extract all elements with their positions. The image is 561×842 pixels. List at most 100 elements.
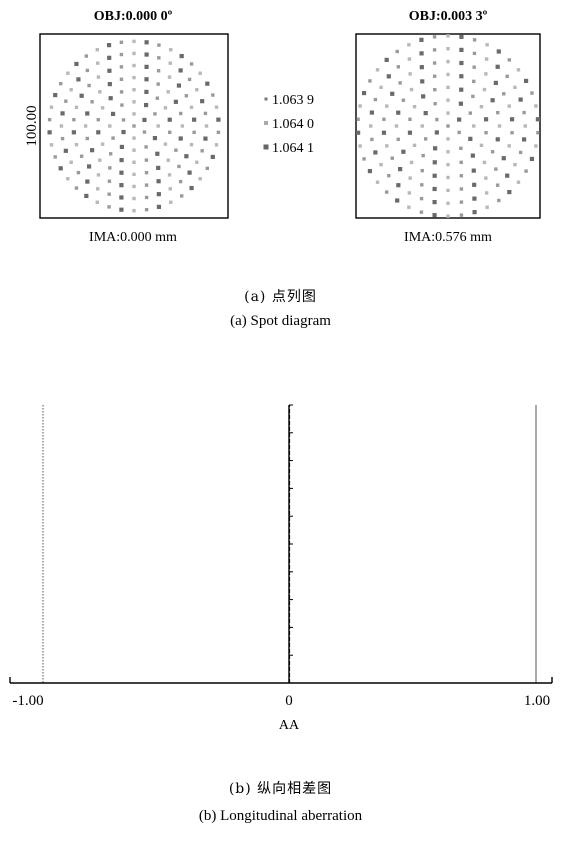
spot-point: [446, 150, 450, 154]
spot-point: [132, 51, 136, 56]
spot-point: [180, 124, 185, 128]
spot-point: [156, 179, 161, 184]
spot-point: [119, 183, 124, 188]
spot-point: [459, 174, 464, 178]
spot-point: [119, 207, 124, 212]
spot-point: [446, 98, 450, 102]
spot-point: [95, 48, 99, 52]
spot-point: [510, 131, 514, 135]
spot-point: [384, 190, 389, 194]
spot-point: [144, 89, 149, 95]
spot-point: [100, 106, 105, 110]
spot-point: [96, 61, 100, 65]
spot-point: [446, 72, 450, 77]
spot-point: [192, 130, 196, 135]
spot-point: [446, 137, 450, 141]
spot-point: [203, 111, 208, 116]
spot-point: [495, 183, 500, 187]
spot-point: [419, 210, 424, 214]
spot-point: [523, 124, 527, 128]
spot-point: [459, 47, 464, 52]
spot-point: [459, 60, 464, 66]
spot-point: [419, 65, 424, 70]
spot-point: [108, 166, 112, 170]
spot-point: [446, 85, 450, 90]
legend-entry: 1.064 1: [272, 141, 314, 156]
spot-point: [390, 156, 394, 160]
spot-point: [535, 117, 541, 122]
spot-point: [107, 68, 112, 73]
spot-point: [96, 173, 101, 177]
spot-point: [132, 184, 136, 189]
spot-point: [420, 79, 425, 84]
spot-point: [446, 124, 450, 128]
spot-point: [167, 75, 172, 79]
spot-point: [108, 124, 112, 128]
spot-point: [419, 196, 424, 201]
spot-point: [446, 175, 450, 180]
spot-point: [178, 136, 183, 141]
spot-point: [79, 93, 84, 98]
x-axis-label: AA: [279, 718, 300, 733]
spot-point: [432, 200, 437, 205]
spot-point: [432, 173, 437, 178]
spot-point: [100, 142, 105, 146]
spot-point: [457, 117, 462, 122]
longitudinal-aberration-plot: -1.00 0 1.00 AA: [9, 404, 553, 733]
spot-point: [214, 143, 219, 147]
spot-point: [370, 137, 374, 142]
spot-point: [189, 185, 194, 191]
spot-point: [167, 173, 172, 177]
spot-point: [189, 62, 194, 66]
spot-point: [458, 101, 463, 106]
spot-point: [144, 183, 149, 187]
spot-point: [516, 68, 521, 72]
spot-point: [385, 104, 389, 108]
spot-point: [398, 81, 402, 85]
spot-point: [485, 205, 489, 209]
spot-point: [395, 198, 400, 203]
spot-point: [90, 148, 95, 153]
spot-point: [420, 183, 424, 187]
spot-point: [384, 57, 389, 63]
spot-point: [60, 136, 65, 141]
spot-point: [60, 111, 65, 116]
spot-point: [407, 205, 411, 209]
spot-point: [184, 94, 189, 98]
field2-ima-label: IMA:0.576 mm: [404, 230, 492, 245]
spot-point: [79, 154, 84, 158]
spot-point: [107, 55, 112, 60]
spot-point: [119, 170, 124, 175]
spot-point: [107, 192, 111, 196]
spot-point: [434, 130, 439, 135]
legend-marker: [264, 97, 268, 101]
spot-point: [153, 112, 157, 116]
spot-point: [495, 64, 500, 69]
spot-point: [446, 47, 450, 51]
spot-point: [132, 136, 136, 140]
spot-point: [152, 135, 158, 141]
spot-point: [497, 198, 501, 203]
spot-point: [408, 72, 412, 76]
spot-point: [49, 105, 54, 109]
spot-point: [358, 104, 362, 108]
spot-point: [423, 137, 428, 141]
spot-point: [49, 143, 54, 147]
spot-point: [432, 35, 437, 39]
spot-point: [177, 164, 181, 169]
spot-point: [408, 117, 412, 121]
spot-point: [501, 156, 506, 161]
spot-point: [203, 136, 208, 141]
spot-point: [459, 187, 464, 191]
spot-point: [446, 214, 450, 218]
spot-point: [119, 40, 124, 45]
spot-point: [110, 111, 116, 117]
caption-b-chinese: (b) 纵向相差图: [228, 781, 333, 797]
spot-point: [210, 154, 215, 160]
spot-point: [412, 143, 417, 148]
spot-point: [468, 136, 473, 141]
spot-point: [132, 196, 136, 201]
spot-point: [85, 179, 90, 184]
spot-point: [432, 74, 437, 78]
spot-point: [419, 51, 424, 56]
